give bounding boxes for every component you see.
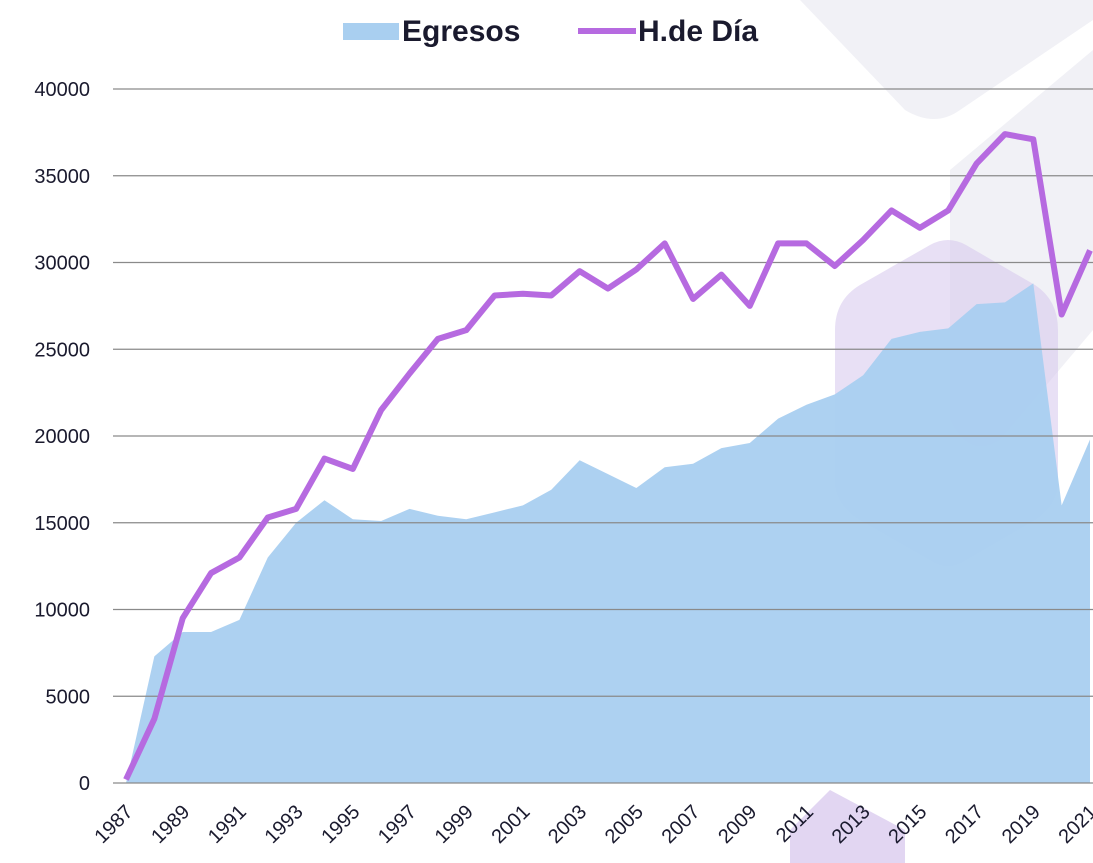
- x-tick-label: 2017: [941, 801, 988, 848]
- line: [123, 131, 1093, 781]
- y-tick-label: 5000: [46, 686, 91, 708]
- x-tick-label: 2001: [487, 801, 534, 848]
- legend-label: Egresos: [402, 15, 520, 48]
- y-tick-label: 40000: [34, 79, 90, 101]
- x-tick-label: 2009: [714, 801, 761, 848]
- x-tick-label: 1989: [147, 801, 194, 848]
- x-tick-label: 1987: [91, 801, 138, 848]
- area: [126, 283, 1090, 783]
- y-tick-label: 15000: [34, 513, 90, 535]
- legend-label: H.de Día: [638, 15, 758, 48]
- x-tick-label: 2019: [998, 801, 1045, 848]
- y-tick-label: 20000: [34, 426, 90, 448]
- x-tick-label: 2007: [658, 801, 705, 848]
- y-tick-label: 10000: [34, 600, 90, 622]
- x-tick-label: 1995: [317, 801, 364, 848]
- x-tick-label: 1997: [374, 801, 421, 848]
- x-tick-label: 2003: [544, 801, 591, 848]
- x-tick-label: 1993: [261, 801, 308, 848]
- x-tick-label: 1991: [204, 801, 251, 848]
- y-tick-label: 0: [79, 773, 90, 795]
- x-tick-label: 2005: [601, 801, 648, 848]
- legend: Egresos H.de Día: [343, 15, 758, 48]
- y-tick-label: 25000: [34, 339, 90, 361]
- x-tick-label: 1999: [431, 801, 478, 848]
- x-tick-label: 2021: [1055, 801, 1093, 848]
- y-tick-label: 35000: [34, 166, 90, 188]
- legend-swatch: [343, 23, 399, 40]
- y-tick-label: 30000: [34, 253, 90, 275]
